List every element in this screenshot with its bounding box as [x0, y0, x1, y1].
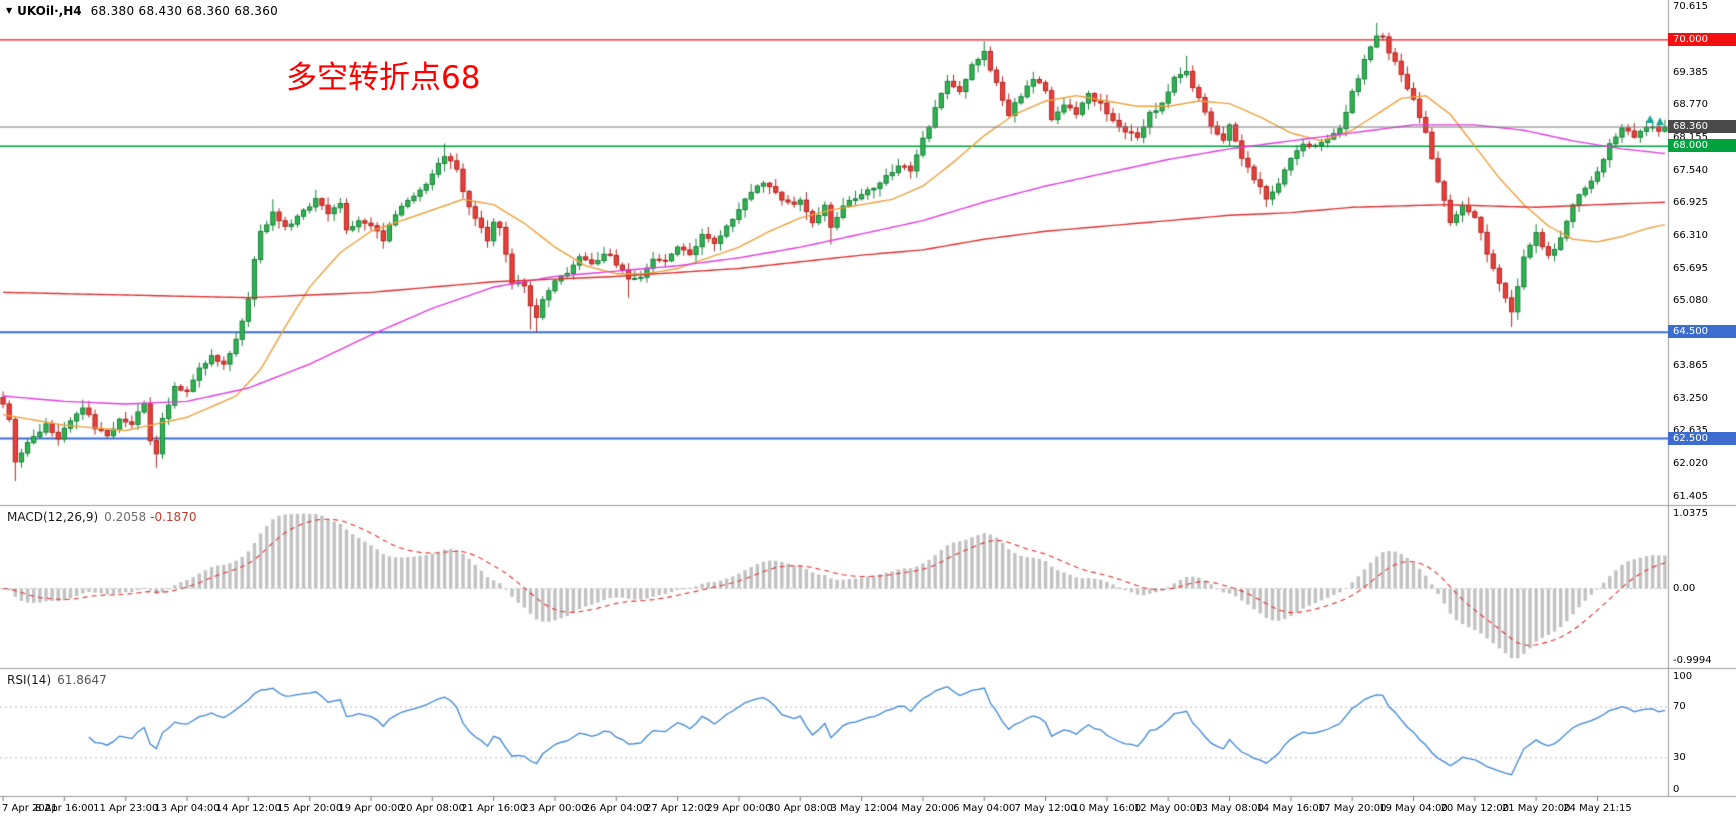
macd-scale-label: 0.00 — [1673, 582, 1696, 594]
macd-scale-label: -0.9994 — [1673, 655, 1712, 666]
price-tick-label: 68.770 — [1673, 99, 1708, 111]
rsi-scale-label: 100 — [1673, 671, 1693, 682]
price-tick-label: 63.865 — [1673, 359, 1708, 371]
symbol-header: ▼ UKOil·,H4 68.380 68.430 68.360 68.360 — [6, 4, 278, 18]
support-62-5-badge[interactable]: 62.500 — [1668, 431, 1736, 445]
time-tick-label: 6 May 04:00 — [953, 803, 1016, 814]
time-tick-label: 13 Apr 04:00 — [154, 803, 220, 814]
support-64-5-badge[interactable]: 64.500 — [1668, 325, 1736, 339]
pivot-68-badge[interactable]: 68.000 — [1668, 139, 1736, 153]
resistance-70-badge[interactable]: 70.000 — [1668, 32, 1736, 46]
price-tick-label: 66.310 — [1673, 230, 1708, 242]
current-price-badge: 68.360 — [1668, 120, 1736, 134]
price-tick-label: 66.925 — [1673, 197, 1708, 209]
time-tick-label: 20 Apr 08:00 — [399, 803, 465, 814]
macd-signal-value: -0.1870 — [150, 510, 197, 524]
time-tick-label: 10 May 16:00 — [1072, 803, 1142, 814]
time-tick-label: 12 May 00:00 — [1133, 803, 1203, 814]
macd-scale-label: 1.0375 — [1673, 508, 1708, 519]
time-tick-label: 27 Apr 12:00 — [645, 803, 711, 814]
price-tick-label: 65.080 — [1673, 295, 1708, 307]
time-tick-label: 21 May 20:00 — [1501, 803, 1571, 814]
time-tick-label: 20 May 12:00 — [1440, 803, 1510, 814]
time-tick-label: 7 Apr 2021 — [2, 803, 58, 814]
macd-name: MACD(12,26,9) — [7, 510, 99, 524]
rsi-scale-label: 30 — [1673, 751, 1686, 763]
price-tick-label: 62.020 — [1673, 458, 1708, 470]
price-tick-label: 62.635 — [1673, 425, 1708, 436]
macd-main-value: 0.2058 — [104, 510, 147, 524]
time-tick-label: 13 May 08:00 — [1195, 803, 1264, 814]
time-tick-label: 8 Apr 16:00 — [34, 803, 94, 814]
macd-indicator-label: MACD(12,26,9) 0.2058 -0.1870 — [7, 510, 196, 524]
price-tick-label: 61.405 — [1673, 490, 1708, 502]
ohlc-readout: 68.380 68.430 68.360 68.360 — [90, 4, 279, 18]
price-tick-label: 68.155 — [1673, 131, 1708, 143]
price-tick-label: 65.695 — [1673, 262, 1708, 274]
time-tick-label: 7 May 12:00 — [1014, 803, 1077, 814]
time-tick-label: 26 Apr 04:00 — [583, 803, 649, 814]
time-tick-label: 24 May 21:15 — [1563, 803, 1632, 814]
time-tick-label: 15 Apr 20:00 — [277, 803, 343, 814]
time-tick-label: 23 Apr 00:00 — [522, 803, 588, 814]
rsi-scale-label: 0 — [1673, 784, 1680, 795]
price-tick-label: 69.385 — [1673, 66, 1708, 78]
time-tick-label: 19 Apr 00:00 — [338, 803, 404, 814]
time-tick-label: 11 Apr 23:00 — [93, 803, 159, 814]
time-tick-label: 3 May 12:00 — [830, 803, 893, 814]
time-tick-label: 29 Apr 00:00 — [706, 803, 772, 814]
time-tick-label: 19 May 04:00 — [1379, 803, 1448, 814]
time-tick-label: 30 Apr 08:00 — [767, 803, 833, 814]
chart-annotation-text[interactable]: 多空转折点68 — [286, 60, 481, 96]
price-tick-label: 67.540 — [1673, 164, 1708, 176]
price-tick-label: 70.615 — [1673, 1, 1708, 13]
time-tick-label: 4 May 20:00 — [891, 803, 955, 814]
symbol-timeframe-label: UKOil·,H4 — [17, 4, 82, 18]
time-tick-label: 21 Apr 16:00 — [461, 803, 527, 814]
symbol-dropdown-icon[interactable]: ▼ — [6, 6, 13, 15]
rsi-scale-label: 70 — [1673, 701, 1686, 713]
rsi-indicator-label: RSI(14) 61.8647 — [7, 673, 107, 687]
rsi-value: 61.8647 — [57, 673, 107, 687]
price-tick-label: 63.250 — [1673, 392, 1708, 404]
rsi-name: RSI(14) — [7, 673, 52, 687]
time-tick-label: 17 May 20:00 — [1317, 803, 1387, 814]
time-tick-label: 14 Apr 12:00 — [215, 803, 281, 814]
time-tick-label: 14 May 16:00 — [1256, 803, 1326, 814]
